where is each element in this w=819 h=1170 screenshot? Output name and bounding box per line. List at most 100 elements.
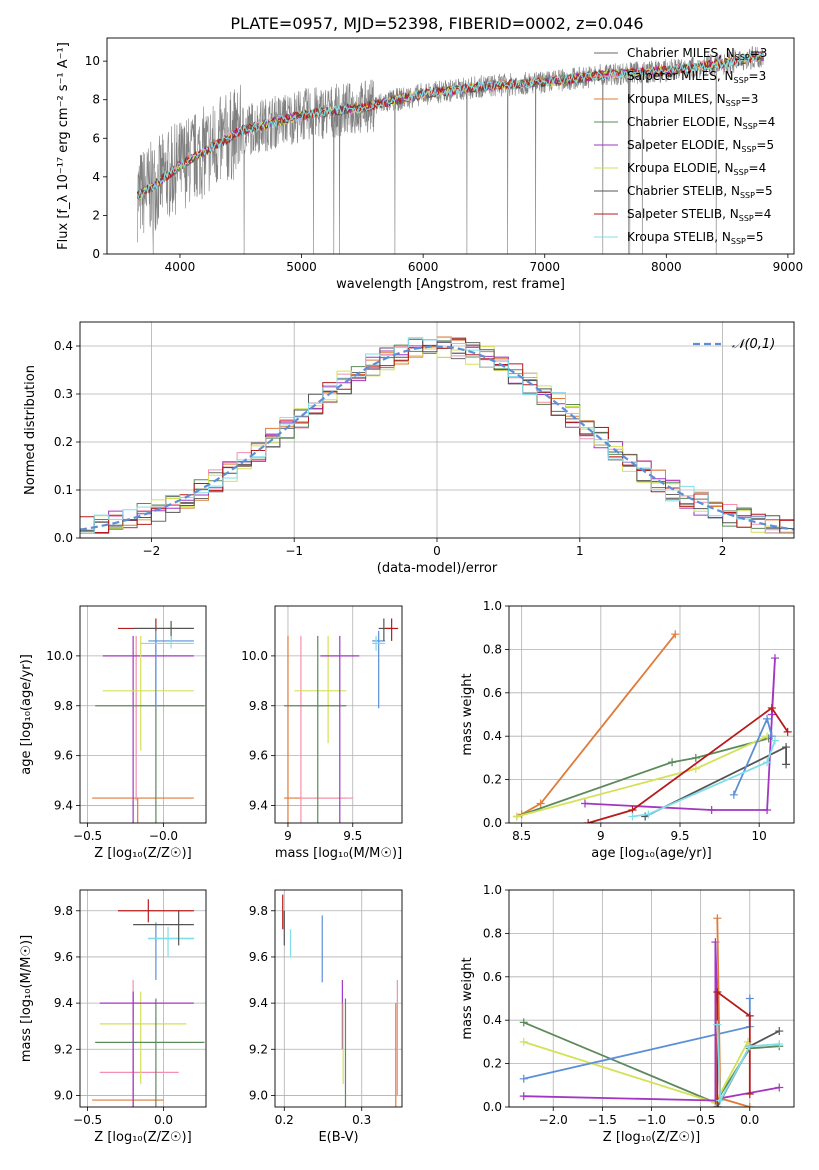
normal-reference-curve [80, 345, 794, 531]
weight-marker [775, 1040, 784, 1049]
errorbar-points [284, 618, 399, 823]
weight-marker [713, 1103, 722, 1107]
legend-entry-label: Kroupa ELODIE, NSSP=4 [627, 161, 766, 177]
weight-marker [745, 994, 754, 1003]
weight-marker [716, 1096, 725, 1105]
weight-marker [519, 1037, 528, 1046]
y-tick-label: 10 [85, 54, 100, 68]
weight-marker [668, 758, 677, 767]
y-tick-label: 0.0 [483, 816, 502, 830]
y-axis-label: Flux [f_λ 10⁻¹⁷ erg cm⁻² s⁻¹ A⁻¹] [56, 42, 71, 250]
weight-marker [771, 654, 779, 663]
weight-lines [512, 630, 792, 823]
errorbar-points [92, 618, 205, 823]
mass-vs-ebv-plot: 0.2 0.3 9.0 9.2 9.4 9.6 9.8 E(B-V) [249, 889, 403, 1145]
legend-entry-label: Salpeter ELODIE, NSSP=5 [627, 138, 774, 154]
x-axis-label: Z [log₁₀(Z/Z☉)] [94, 846, 191, 861]
spectrum-lines [136, 46, 764, 254]
weight-marker [519, 1074, 528, 1083]
axes-frame [508, 605, 795, 824]
legend-entry-label: Chabrier MILES, NSSP=3 [627, 46, 767, 62]
weight-marker [767, 732, 776, 741]
weight-series-line [716, 1024, 780, 1104]
weight-marker [519, 1092, 528, 1101]
weight-series-line [716, 990, 751, 1107]
weight-marker [628, 812, 637, 821]
x-tick-label: 9000 [773, 260, 804, 274]
weight-marker [782, 743, 791, 752]
x-tick-label: 9.5 [670, 829, 689, 843]
y-tick-label: 0.4 [483, 729, 502, 743]
weight-series-line [516, 737, 769, 818]
x-tick-label: −1.0 [637, 1113, 666, 1127]
y-tick-label: 9.6 [54, 950, 73, 964]
x-tick-label: 1 [576, 544, 584, 558]
spectrum-plot: 4000 5000 6000 7000 8000 9000 0 2 4 6 8 10 wavelengt… [56, 37, 804, 292]
weight-marker [691, 753, 700, 762]
weight-marker [771, 736, 779, 745]
y-axis-label: mass [log₁₀(M/M☉)] [19, 935, 34, 1062]
x-tick-label: −0.0 [149, 829, 178, 843]
x-tick-label: −0.5 [686, 1113, 715, 1127]
y-tick-label: 9.8 [249, 904, 268, 918]
y-tick-label: 0.2 [483, 1057, 502, 1071]
y-tick-label: 0.3 [54, 387, 73, 401]
figure-title: PLATE=0957, MJD=52398, FIBERID=0002, z=0… [230, 14, 643, 33]
y-tick-label: 4 [92, 170, 100, 184]
axes-frame [79, 605, 207, 824]
weight-marker [745, 1103, 754, 1107]
weight-marker [767, 703, 776, 712]
x-tick-label: 2 [719, 544, 727, 558]
y-axis-label: Normed distribution [23, 365, 38, 495]
axes-frame [274, 605, 403, 824]
weight-marker [536, 799, 545, 808]
legend-entry-label: Kroupa MILES, NSSP=3 [627, 92, 758, 108]
weight-marker [584, 819, 593, 823]
x-axis-label: (data-model)/error [377, 561, 498, 576]
y-tick-label: 9.8 [54, 904, 73, 918]
legend-entry-label: Salpeter MILES, NSSP=3 [627, 69, 766, 85]
x-axis-label: age [log₁₀(age/yr)] [591, 846, 712, 861]
y-tick-label: 0.8 [483, 926, 502, 940]
histogram-steps [80, 336, 794, 534]
x-tick-label: 0 [433, 544, 441, 558]
weight-marker [671, 630, 680, 639]
legend-entry-label: Salpeter STELIB, NSSP=4 [627, 207, 771, 223]
y-tick-label: 9.6 [249, 950, 268, 964]
y-tick-label: 9.4 [249, 996, 268, 1010]
x-tick-label: 0.3 [352, 1113, 371, 1127]
x-tick-label: 0.0 [154, 1113, 173, 1127]
y-tick-label: 0.0 [54, 531, 73, 545]
x-tick-label: 0.2 [275, 1113, 294, 1127]
weight-marker [745, 1089, 754, 1098]
weight-marker [783, 727, 792, 736]
x-tick-label: 10 [752, 829, 767, 843]
x-axis-label: E(B-V) [318, 1130, 358, 1145]
x-tick-label: −2.0 [539, 1113, 568, 1127]
model-spectrum-line [136, 51, 764, 201]
axes-frame [106, 37, 795, 255]
weight-marker [691, 764, 700, 773]
x-tick-label: 9 [597, 829, 605, 843]
y-axis-label: mass weight [460, 957, 475, 1039]
y-tick-label: 0.4 [483, 1013, 502, 1027]
x-tick-label: −0.5 [73, 829, 102, 843]
x-tick-label: −1 [285, 544, 303, 558]
weight-marker [519, 1018, 528, 1027]
weight-marker [713, 987, 722, 996]
residuals-histogram: −2 −1 0 1 2 0.0 0.1 0.2 0.3 0.4 (data-model)/error… [23, 321, 795, 576]
age-vs-mass-plot: 9 9.5 9.4 9.6 9.8 10.0 mass [log₁₀(M/M☉)] [241, 605, 403, 861]
mass-vs-metallicity-plot: −0.5 0.0 9.0 9.2 9.4 9.6 9.8 Z [log₁₀(Z/Z☉)] mas… [19, 889, 207, 1145]
axes-frame [508, 889, 795, 1108]
y-tick-label: 1.0 [483, 883, 502, 897]
y-axis-label: mass weight [460, 673, 475, 755]
weight-marker [763, 805, 772, 814]
x-tick-label: 5000 [286, 260, 317, 274]
weight-marker [581, 799, 589, 808]
weight-marker [745, 1011, 754, 1020]
y-tick-label: 10.0 [46, 649, 73, 663]
y-tick-label: 0.0 [483, 1100, 502, 1114]
y-tick-label: 9.6 [249, 749, 268, 763]
x-tick-label: −0.5 [73, 1113, 102, 1127]
